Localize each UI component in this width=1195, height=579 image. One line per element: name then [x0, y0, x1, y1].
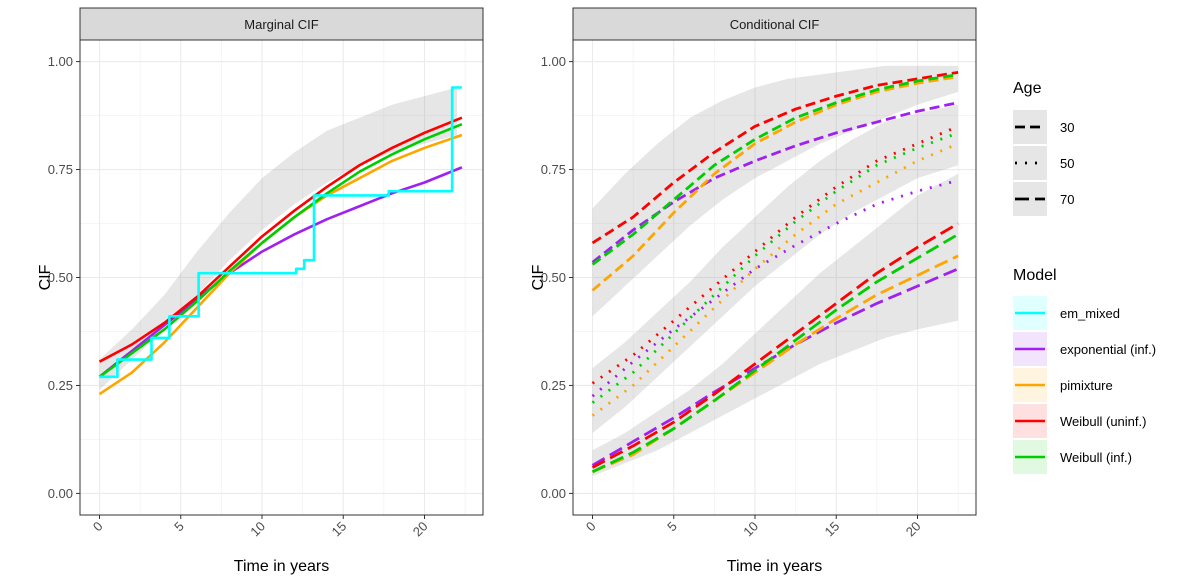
- axes-marginal-cif: 0.000.250.500.751.000 5 10 15 20: [48, 54, 431, 539]
- ribbons-marginal-cif: [99, 87, 457, 390]
- gridlines-conditional-cif: [573, 40, 976, 515]
- model-legend-label-weibull-inf: Weibull (inf.): [1060, 450, 1132, 465]
- y-tick-label: 1.00: [541, 54, 566, 69]
- conditional-cif-panel: Conditional CIF 0.000.250.500.751.000 5 10…: [530, 7, 977, 575]
- age-legend-label-70: 70: [1060, 192, 1074, 207]
- age-legend-title: Age: [1013, 80, 1042, 97]
- series-line-pimixture-age-30: [591, 75, 959, 292]
- series-line-weibull-inf: [98, 122, 463, 378]
- x-axis-title-conditional-cif: Time in years: [727, 558, 822, 575]
- y-tick-label: 0.50: [541, 270, 566, 285]
- x-axis-title-marginal-cif: Time in years: [234, 558, 329, 575]
- y-axis-title-marginal-cif: CIF: [37, 264, 54, 290]
- series-line-weibull-inf-age-70: [591, 233, 959, 474]
- confidence-band-age-50: [592, 104, 959, 433]
- y-tick-label: 0.25: [541, 378, 566, 393]
- age-legend-label-30: 30: [1060, 120, 1074, 135]
- confidence-band-age-30: [592, 65, 959, 317]
- model-legend-title: Model: [1013, 267, 1057, 284]
- y-tick-label: 0.00: [541, 486, 566, 501]
- y-axis-title-conditional-cif: CIF: [530, 264, 547, 290]
- series-marginal-cif: [98, 86, 463, 396]
- strip-title-marginal-cif: Marginal CIF: [244, 17, 318, 32]
- y-tick-label: 0.75: [48, 162, 73, 177]
- model-legend: Model em_mixed exponential (inf.) pimixtur…: [1013, 267, 1156, 474]
- y-tick-label: 0.00: [48, 486, 73, 501]
- y-tick-label: 0.25: [48, 378, 73, 393]
- series-line-weibull-uninf-age-70: [591, 222, 959, 469]
- model-legend-label-pimixture: pimixture: [1060, 378, 1113, 393]
- model-legend-label-em-mixed: em_mixed: [1060, 306, 1120, 321]
- legend: Age 30 50 70 Model em_mixed exponential (in…: [1013, 80, 1156, 474]
- axes-conditional-cif: 0.000.250.500.751.000 5 10 15 20: [541, 54, 924, 539]
- confidence-band: [99, 87, 457, 390]
- series-line-em-mixed: [99, 86, 462, 379]
- series-line-weibull-uninf: [98, 116, 463, 363]
- marginal-cif-panel: Marginal CIF 0.000.250.500.751.000 5 10 15 2…: [37, 7, 484, 575]
- model-legend-label-exponential-inf: exponential (inf.): [1060, 342, 1156, 357]
- strip-conditional-cif: [572, 7, 977, 41]
- y-tick-label: 0.75: [541, 162, 566, 177]
- series-line-weibull-inf-age-30: [591, 73, 959, 266]
- strip-title-conditional-cif: Conditional CIF: [730, 17, 820, 32]
- ribbons-conditional-cif: [592, 65, 959, 477]
- age-legend-key-bg: [1013, 146, 1047, 180]
- y-tick-label: 0.50: [48, 270, 73, 285]
- series-line-exponential-inf-age-70: [591, 267, 959, 467]
- confidence-band-age-70: [592, 173, 959, 477]
- strip-marginal-cif: [79, 7, 484, 41]
- y-tick-label: 1.00: [48, 54, 73, 69]
- age-legend: Age 30 50 70: [1013, 80, 1074, 216]
- series-conditional-cif: [591, 71, 959, 474]
- gridlines-marginal-cif: [80, 40, 483, 515]
- age-legend-label-50: 50: [1060, 156, 1074, 171]
- series-line-exponential-inf-age-50: [591, 178, 959, 398]
- model-legend-label-weibull-uninf: Weibull (uninf.): [1060, 414, 1146, 429]
- series-line-weibull-uninf-age-30: [591, 71, 959, 245]
